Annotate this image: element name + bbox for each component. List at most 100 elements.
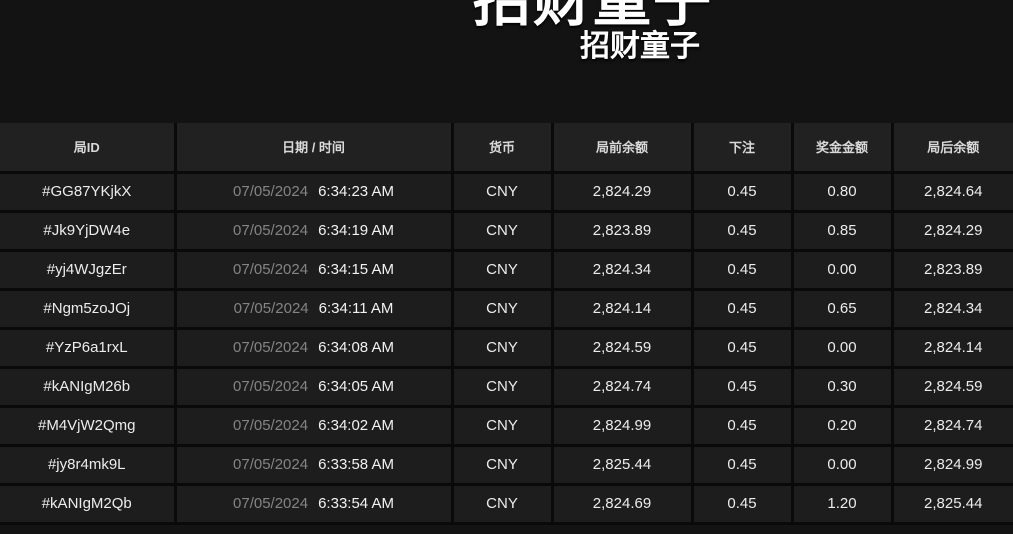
col-header-round-id: 局ID xyxy=(0,123,177,174)
date-time-cell: 07/05/2024 6:34:23 AM xyxy=(173,170,454,213)
balance-before-cell: 2,824.59 xyxy=(550,326,694,369)
currency-cell: CNY xyxy=(450,248,554,291)
table-row: #Jk9YjDW4e 07/05/2024 6:34:19 AM CNY 2,82… xyxy=(0,209,1013,252)
date-text: 07/05/2024 xyxy=(233,456,309,473)
currency-cell: CNY xyxy=(450,482,554,525)
win-amount-cell: 0.00 xyxy=(790,443,894,486)
balance-before-cell: 2,824.29 xyxy=(550,170,694,213)
currency-cell: CNY xyxy=(450,404,554,447)
table-row: #GG87YKjkX 07/05/2024 6:34:23 AM CNY 2,82… xyxy=(0,170,1013,213)
bet-cell: 0.45 xyxy=(690,209,794,252)
round-id-cell: #YzP6a1rxL xyxy=(0,326,177,369)
table-row: #yj4WJgzEr 07/05/2024 6:34:15 AM CNY 2,82… xyxy=(0,248,1013,291)
balance-before-cell: 2,823.89 xyxy=(550,209,694,252)
win-amount-cell: 0.65 xyxy=(790,287,894,330)
time-text: 6:34:08 AM xyxy=(318,339,394,356)
balance-before-cell: 2,824.34 xyxy=(550,248,694,291)
table-row: #M4VjW2Qmg 07/05/2024 6:34:02 AM CNY 2,82… xyxy=(0,404,1013,447)
date-text: 07/05/2024 xyxy=(233,222,309,239)
date-text: 07/05/2024 xyxy=(233,300,309,317)
currency-cell: CNY xyxy=(450,443,554,486)
time-text: 6:34:23 AM xyxy=(318,183,394,200)
date-text: 07/05/2024 xyxy=(233,339,309,356)
table-row: #kANIgM2Qb 07/05/2024 6:33:54 AM CNY 2,82… xyxy=(0,482,1013,525)
round-id-cell: #Jk9YjDW4e xyxy=(0,209,177,252)
date-text: 07/05/2024 xyxy=(233,495,309,512)
balance-after-cell: 2,824.64 xyxy=(890,170,1013,213)
balance-before-cell: 2,824.99 xyxy=(550,404,694,447)
currency-cell: CNY xyxy=(450,365,554,408)
balance-after-cell: 2,824.99 xyxy=(890,443,1013,486)
col-header-currency: 货币 xyxy=(450,123,554,174)
time-text: 6:34:15 AM xyxy=(318,261,394,278)
balance-after-cell: 2,823.89 xyxy=(890,248,1013,291)
date-text: 07/05/2024 xyxy=(233,417,309,434)
win-amount-cell: 1.20 xyxy=(790,482,894,525)
round-id-cell: #yj4WJgzEr xyxy=(0,248,177,291)
balance-before-cell: 2,825.44 xyxy=(550,443,694,486)
bet-cell: 0.45 xyxy=(690,404,794,447)
round-id-cell: #M4VjW2Qmg xyxy=(0,404,177,447)
time-text: 6:34:11 AM xyxy=(318,300,394,317)
currency-cell: CNY xyxy=(450,326,554,369)
round-id-cell: #jy8r4mk9L xyxy=(0,443,177,486)
round-id-cell: #kANIgM2Qb xyxy=(0,482,177,525)
date-text: 07/05/2024 xyxy=(233,183,309,200)
date-time-cell: 07/05/2024 6:33:58 AM xyxy=(173,443,454,486)
date-time-cell: 07/05/2024 6:34:15 AM xyxy=(173,248,454,291)
time-text: 6:34:19 AM xyxy=(318,222,394,239)
date-time-cell: 07/05/2024 6:34:08 AM xyxy=(173,326,454,369)
bet-cell: 0.45 xyxy=(690,365,794,408)
round-id-cell: #kANIgM26b xyxy=(0,365,177,408)
game-logo: 招财童子 xyxy=(472,0,714,33)
balance-before-cell: 2,824.14 xyxy=(550,287,694,330)
history-table-container: 局ID 日期 / 时间 货币 局前余额 下注 奖金金额 局后余额 #GG87YK… xyxy=(0,123,1013,525)
win-amount-cell: 0.20 xyxy=(790,404,894,447)
bet-cell: 0.45 xyxy=(690,326,794,369)
currency-cell: CNY xyxy=(450,209,554,252)
date-time-cell: 07/05/2024 6:34:11 AM xyxy=(173,287,454,330)
balance-before-cell: 2,824.74 xyxy=(550,365,694,408)
bet-cell: 0.45 xyxy=(690,287,794,330)
col-header-balance-before: 局前余额 xyxy=(550,123,694,174)
table-row: #kANIgM26b 07/05/2024 6:34:05 AM CNY 2,82… xyxy=(0,365,1013,408)
win-amount-cell: 0.00 xyxy=(790,248,894,291)
history-table: 局ID 日期 / 时间 货币 局前余额 下注 奖金金额 局后余额 #GG87YK… xyxy=(0,123,1013,525)
date-time-cell: 07/05/2024 6:33:54 AM xyxy=(173,482,454,525)
title-area: 招财童子 招财童子 xyxy=(0,0,1013,123)
col-header-date-time: 日期 / 时间 xyxy=(173,123,454,174)
round-id-cell: #Ngm5zoJOj xyxy=(0,287,177,330)
table-row: #Ngm5zoJOj 07/05/2024 6:34:11 AM CNY 2,82… xyxy=(0,287,1013,330)
bet-cell: 0.45 xyxy=(690,248,794,291)
date-text: 07/05/2024 xyxy=(233,378,309,395)
currency-cell: CNY xyxy=(450,170,554,213)
win-amount-cell: 0.00 xyxy=(790,326,894,369)
balance-after-cell: 2,824.14 xyxy=(890,326,1013,369)
win-amount-cell: 0.85 xyxy=(790,209,894,252)
balance-after-cell: 2,824.74 xyxy=(890,404,1013,447)
date-text: 07/05/2024 xyxy=(233,261,309,278)
table-row: #YzP6a1rxL 07/05/2024 6:34:08 AM CNY 2,82… xyxy=(0,326,1013,369)
col-header-balance-after: 局后余额 xyxy=(890,123,1013,174)
balance-after-cell: 2,824.34 xyxy=(890,287,1013,330)
table-body: #GG87YKjkX 07/05/2024 6:34:23 AM CNY 2,82… xyxy=(0,170,1013,525)
game-title: 招财童子 xyxy=(580,30,700,63)
time-text: 6:33:54 AM xyxy=(318,495,394,512)
currency-cell: CNY xyxy=(450,287,554,330)
balance-after-cell: 2,824.29 xyxy=(890,209,1013,252)
date-time-cell: 07/05/2024 6:34:02 AM xyxy=(173,404,454,447)
date-time-cell: 07/05/2024 6:34:05 AM xyxy=(173,365,454,408)
time-text: 6:33:58 AM xyxy=(318,456,394,473)
balance-before-cell: 2,824.69 xyxy=(550,482,694,525)
balance-after-cell: 2,824.59 xyxy=(890,365,1013,408)
win-amount-cell: 0.30 xyxy=(790,365,894,408)
col-header-win-amount: 奖金金额 xyxy=(790,123,894,174)
table-row: #jy8r4mk9L 07/05/2024 6:33:58 AM CNY 2,82… xyxy=(0,443,1013,486)
table-header: 局ID 日期 / 时间 货币 局前余额 下注 奖金金额 局后余额 xyxy=(0,123,1013,174)
time-text: 6:34:05 AM xyxy=(318,378,394,395)
balance-after-cell: 2,825.44 xyxy=(890,482,1013,525)
date-time-cell: 07/05/2024 6:34:19 AM xyxy=(173,209,454,252)
col-header-bet: 下注 xyxy=(690,123,794,174)
bet-cell: 0.45 xyxy=(690,170,794,213)
